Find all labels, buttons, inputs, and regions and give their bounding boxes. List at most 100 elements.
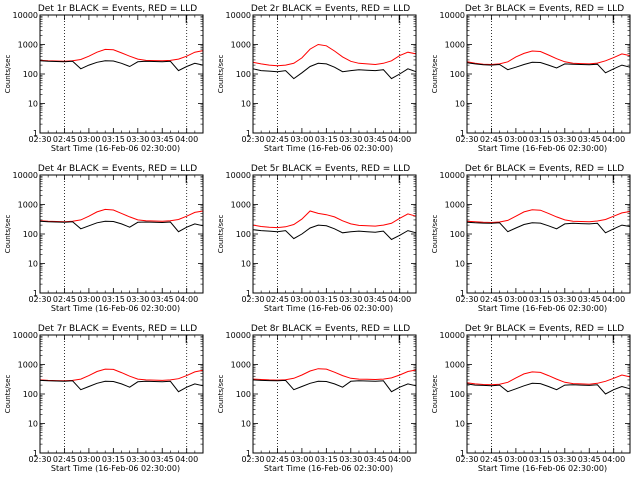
y-tick-label: 1 (246, 449, 251, 458)
panel-title: Det 6r BLACK = Events, RED = LLD (465, 164, 624, 174)
y-tick-label: 1 (460, 129, 465, 138)
x-tick-label: 03:00 (77, 295, 100, 304)
x-tick-label: 02:30 (241, 135, 264, 144)
y-axis-label: Counts/sec (431, 215, 439, 254)
plot-frame (466, 174, 631, 294)
detector-panel: Det 1r BLACK = Events, RED = LLD[1101001… (4, 4, 204, 153)
y-tick-label: 10000 (440, 11, 465, 20)
detector-panel: Det 8r BLACK = Events, RED = LLD[1101001… (217, 324, 417, 473)
y-tick-label: 10 (28, 260, 38, 269)
x-tick-label: 03:45 (578, 455, 601, 464)
events-series-line (466, 61, 631, 74)
x-tick-label: 03:00 (504, 455, 527, 464)
y-tick-label: 10 (455, 260, 465, 269)
x-tick-label: 02:45 (266, 295, 289, 304)
y-tick-label: 100 (23, 390, 38, 399)
y-tick-label: 10 (28, 420, 38, 429)
y-tick-label: 1000 (18, 361, 38, 370)
x-tick-label: 02:30 (455, 295, 478, 304)
panel-title: Det 7r BLACK = Events, RED = LLD (38, 324, 197, 334)
x-tick-label: 04:00 (602, 135, 625, 144)
x-tick-label: 03:15 (529, 295, 552, 304)
y-tick-label: 1 (33, 129, 38, 138)
y-tick-label: 1000 (445, 361, 465, 370)
plot-frame (39, 174, 204, 294)
x-tick-label: 03:00 (504, 135, 527, 144)
y-tick-label: 100 (450, 390, 465, 399)
events-series-line (39, 60, 204, 72)
y-tick-label: 100 (23, 70, 38, 79)
x-tick-label: 02:45 (480, 455, 503, 464)
y-tick-label: 1 (246, 289, 251, 298)
x-axis-label: Start Time (16-Feb-06 02:30:00) (264, 464, 393, 473)
x-tick-label: 03:30 (126, 455, 149, 464)
plot-frame (466, 14, 631, 134)
events-series-line (252, 224, 417, 241)
lld-series-line (466, 371, 631, 386)
x-tick-label: 02:30 (28, 295, 51, 304)
x-tick-label: 03:00 (504, 295, 527, 304)
detector-panel: Det 9r BLACK = Events, RED = LLD[1101001… (431, 324, 631, 473)
x-tick-label: 02:45 (53, 295, 76, 304)
events-series-line (252, 379, 417, 393)
y-axis-label: Counts/sec (4, 55, 12, 94)
y-tick-label: 100 (236, 230, 251, 239)
x-tick-label: 03:00 (77, 135, 100, 144)
x-tick-label: 02:30 (28, 135, 51, 144)
y-tick-label: 1000 (18, 41, 38, 50)
events-series-line (252, 62, 417, 80)
detector-panel: Det 5r BLACK = Events, RED = LLD[1101001… (217, 164, 417, 313)
y-axis-label: Counts/sec (217, 55, 225, 94)
x-axis-label: Start Time (16-Feb-06 02:30:00) (264, 144, 393, 153)
x-tick-label: 03:30 (339, 135, 362, 144)
panel-title: Det 3r BLACK = Events, RED = LLD (465, 4, 624, 14)
y-tick-label: 100 (450, 230, 465, 239)
x-tick-label: 02:30 (28, 455, 51, 464)
x-axis-label: Start Time (16-Feb-06 02:30:00) (51, 304, 180, 313)
lld-series-line (252, 210, 417, 229)
y-tick-label: 100 (450, 70, 465, 79)
y-axis-label: Counts/sec (431, 55, 439, 94)
y-tick-label: 100 (236, 390, 251, 399)
x-axis-label: Start Time (16-Feb-06 02:30:00) (51, 464, 180, 473)
x-tick-label: 02:45 (480, 295, 503, 304)
plot-frame (252, 14, 417, 134)
panel-title: Det 8r BLACK = Events, RED = LLD (251, 324, 410, 334)
y-tick-label: 1 (460, 289, 465, 298)
plot-frame (466, 334, 631, 454)
x-tick-label: 03:15 (315, 295, 338, 304)
events-series-line (466, 382, 631, 395)
events-series-line (39, 220, 204, 233)
y-tick-label: 1000 (445, 41, 465, 50)
x-tick-label: 02:45 (266, 455, 289, 464)
x-tick-label: 03:00 (77, 455, 100, 464)
x-tick-label: 03:45 (151, 135, 174, 144)
x-tick-label: 03:30 (339, 455, 362, 464)
y-tick-label: 1000 (231, 41, 251, 50)
y-tick-label: 1000 (231, 361, 251, 370)
x-tick-label: 04:00 (175, 455, 198, 464)
y-tick-label: 10000 (13, 171, 38, 180)
y-tick-label: 10 (455, 420, 465, 429)
x-tick-label: 02:45 (266, 135, 289, 144)
panel-title: Det 1r BLACK = Events, RED = LLD (38, 4, 197, 14)
x-tick-label: 02:45 (53, 135, 76, 144)
x-tick-label: 02:30 (455, 135, 478, 144)
y-tick-label: 10 (241, 260, 251, 269)
y-tick-label: 100 (236, 70, 251, 79)
x-tick-label: 03:45 (578, 295, 601, 304)
y-tick-label: 1 (460, 449, 465, 458)
y-tick-label: 10000 (226, 11, 251, 20)
y-tick-label: 1 (33, 289, 38, 298)
x-tick-label: 03:45 (151, 295, 174, 304)
y-tick-label: 10 (28, 100, 38, 109)
panel-title: Det 2r BLACK = Events, RED = LLD (251, 4, 410, 14)
y-tick-label: 100 (23, 230, 38, 239)
plot-frame (252, 334, 417, 454)
panel-title: Det 5r BLACK = Events, RED = LLD (251, 164, 410, 174)
lld-series-line (252, 43, 417, 67)
x-tick-label: 04:00 (175, 295, 198, 304)
x-tick-label: 04:00 (388, 455, 411, 464)
x-tick-label: 03:30 (339, 295, 362, 304)
